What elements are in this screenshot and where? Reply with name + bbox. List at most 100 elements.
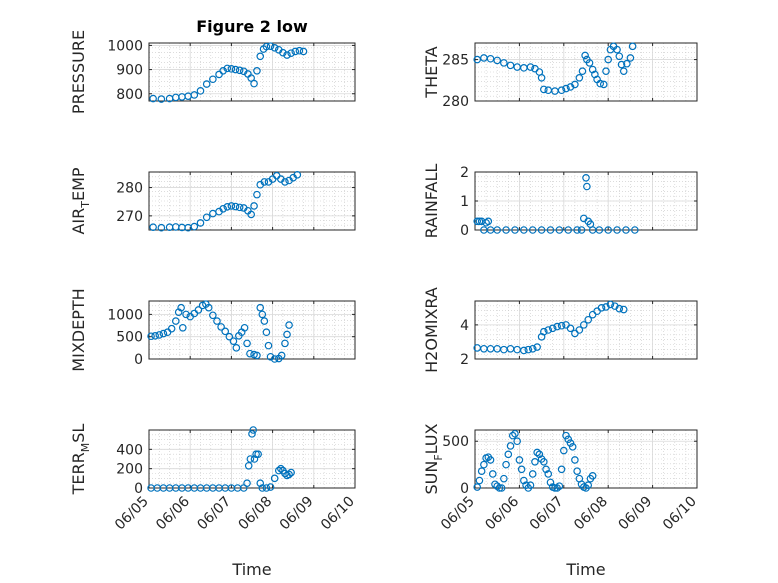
subplot-third-right: 2 4 H2OMIXRA bbox=[422, 287, 698, 373]
data-point bbox=[281, 339, 289, 348]
data-point bbox=[475, 476, 484, 485]
data-point bbox=[243, 479, 251, 487]
data-point bbox=[277, 464, 285, 473]
data-point bbox=[235, 203, 244, 212]
axes-box bbox=[148, 429, 356, 489]
data-point bbox=[511, 429, 519, 438]
data-point bbox=[540, 458, 548, 466]
x-tick-label: 06/10 bbox=[660, 494, 700, 534]
data-point bbox=[227, 65, 236, 73]
x-tick-label: 06/07 bbox=[194, 494, 234, 534]
data-point bbox=[628, 42, 637, 51]
data-point bbox=[279, 48, 287, 57]
y-axis-label: PRESSURE bbox=[69, 30, 88, 114]
data-point bbox=[500, 474, 508, 483]
data-point bbox=[562, 431, 570, 440]
x-axis-label: Time bbox=[565, 560, 605, 579]
x-tick-label: 06/08 bbox=[571, 494, 611, 534]
x-axis-label: Time bbox=[231, 560, 271, 579]
y-axis-label: SUNFLUX bbox=[422, 423, 445, 494]
x-tick-label: 06/05 bbox=[438, 494, 478, 534]
data-point bbox=[250, 455, 259, 463]
data-point bbox=[604, 55, 613, 64]
data-point bbox=[524, 345, 533, 354]
data-point bbox=[486, 54, 495, 63]
data-point bbox=[493, 56, 502, 65]
y-tick-label: 2 bbox=[460, 165, 469, 181]
data-point bbox=[619, 305, 628, 314]
data-point bbox=[256, 479, 265, 487]
data-point bbox=[493, 226, 502, 234]
y-axis-label: TERRMSL bbox=[69, 424, 92, 496]
y-tick-label: 270 bbox=[116, 209, 143, 225]
y-tick-label: 0 bbox=[134, 481, 143, 497]
data-point bbox=[171, 317, 180, 325]
data-point bbox=[243, 339, 251, 348]
data-point bbox=[537, 74, 546, 82]
data-point bbox=[546, 226, 555, 234]
x-tick-label: 06/06 bbox=[153, 493, 193, 533]
y-axis-label: MIXDEPTH bbox=[69, 288, 88, 371]
y-tick-label: 500 bbox=[442, 434, 469, 450]
data-point bbox=[250, 202, 258, 210]
data-point bbox=[596, 79, 605, 88]
data-point bbox=[542, 465, 550, 474]
data-point bbox=[528, 470, 537, 478]
data-point bbox=[231, 65, 240, 74]
data-point bbox=[219, 66, 227, 75]
subplot-second-right: 0 1 2 RAINFALL bbox=[422, 164, 698, 239]
y-tick-label: 200 bbox=[116, 462, 143, 478]
data-point bbox=[544, 326, 553, 334]
data-point bbox=[599, 80, 608, 89]
data-point bbox=[256, 303, 265, 312]
data-point bbox=[533, 343, 541, 351]
x-tick-label: 06/06 bbox=[482, 493, 522, 533]
subplot-bottom-right: 0 500 06/05 06/06 06/07 06/08 06/09 06/10 Time SU… bbox=[422, 423, 700, 579]
data-point bbox=[491, 480, 499, 489]
data-point bbox=[204, 303, 213, 312]
data-point bbox=[254, 450, 262, 458]
data-point bbox=[262, 328, 271, 337]
y-tick-label: 900 bbox=[116, 63, 143, 79]
data-point bbox=[274, 466, 283, 475]
data-point bbox=[573, 467, 581, 475]
data-point bbox=[577, 226, 586, 234]
data-point bbox=[488, 470, 497, 478]
data-point bbox=[617, 60, 626, 69]
data-point bbox=[270, 355, 279, 363]
data-point bbox=[528, 344, 537, 353]
x-tick-label: 06/05 bbox=[112, 494, 152, 534]
data-point bbox=[537, 226, 546, 234]
data-point bbox=[232, 344, 241, 352]
data-point bbox=[225, 332, 234, 341]
data-point bbox=[484, 217, 493, 226]
data-point bbox=[246, 455, 255, 463]
data-point bbox=[285, 321, 293, 329]
data-point bbox=[235, 66, 244, 75]
data-point bbox=[504, 450, 513, 459]
data-point bbox=[285, 470, 293, 479]
data-point bbox=[606, 300, 615, 309]
data-point bbox=[584, 481, 593, 489]
data-point bbox=[283, 51, 291, 59]
data-point bbox=[517, 465, 526, 474]
data-point bbox=[575, 74, 584, 82]
data-point bbox=[535, 450, 544, 459]
data-point bbox=[157, 95, 166, 103]
data-point bbox=[564, 435, 573, 444]
y-tick-label: 2 bbox=[460, 352, 469, 368]
y-tick-label: 800 bbox=[116, 87, 143, 103]
data-point bbox=[584, 315, 593, 324]
data-point bbox=[526, 63, 535, 71]
data-point bbox=[520, 346, 528, 355]
data-point bbox=[506, 442, 515, 450]
data-point bbox=[548, 324, 557, 333]
data-point bbox=[213, 317, 221, 325]
data-point bbox=[293, 171, 302, 179]
y-axis-label: AIRTEMP bbox=[69, 167, 92, 234]
data-point bbox=[229, 337, 238, 345]
axes-box bbox=[148, 42, 356, 102]
data-point bbox=[595, 226, 604, 234]
axes-box bbox=[148, 171, 356, 231]
